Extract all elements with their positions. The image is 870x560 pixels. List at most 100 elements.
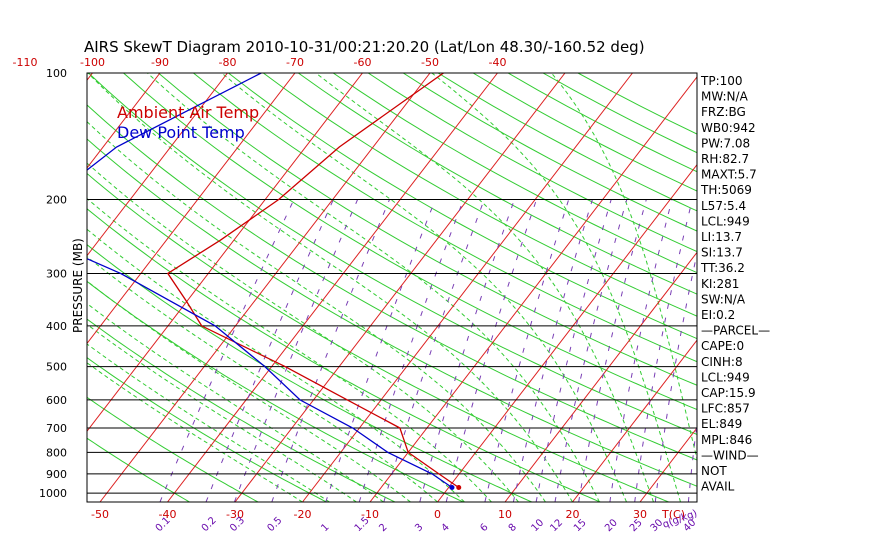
isotherm [504, 251, 697, 502]
top-temp-tick-label: -80 [219, 56, 237, 69]
dry-adiabat [367, 73, 697, 253]
mixing-ratio-label: 0.5 [265, 515, 284, 534]
moist-adiabat [147, 73, 600, 502]
dry-adiabat [87, 104, 697, 461]
isotherm [775, 73, 870, 502]
pressure-tick-label: 800 [46, 446, 67, 459]
top-temp-tick-label: -90 [151, 56, 169, 69]
stability-index: RH:82.7 [701, 152, 749, 166]
stability-index: TP:100 [700, 74, 743, 88]
isotherm [87, 73, 161, 169]
dry-adiabat [193, 73, 697, 363]
mixing-ratio-line [484, 199, 570, 502]
isotherm [302, 73, 633, 502]
stability-index: SI:13.7 [701, 246, 743, 260]
stability-index: PW:7.08 [701, 136, 750, 150]
stability-index: —WIND— [701, 448, 759, 462]
stability-index: FRZ:BG [701, 105, 746, 119]
legend-air-temp: Ambient Air Temp [117, 103, 259, 122]
moist-adiabat [315, 73, 654, 502]
stability-index: KI:281 [701, 277, 739, 291]
isotherm [639, 427, 697, 502]
stability-index: EI:0.2 [701, 308, 735, 322]
dew-point-surface-point [449, 485, 455, 491]
bottom-temp-unit: T(C) [661, 508, 685, 521]
mixing-ratio-label: 6 [478, 522, 490, 534]
mixing-ratio-line [159, 199, 295, 502]
mixing-ratio-label: 12 [548, 517, 565, 534]
top-temp-tick-label: -50 [421, 56, 439, 69]
top-temp-tick-label: -60 [354, 56, 372, 69]
mixing-ratio-label: 20 [603, 517, 620, 534]
pressure-tick-label: 400 [46, 320, 67, 333]
dry-adiabat [298, 73, 697, 295]
mixing-ratio-line [325, 199, 436, 502]
mixing-ratio-line [271, 199, 390, 502]
bottom-temp-tick-label: -50 [91, 508, 109, 521]
stability-index: CINH:8 [701, 355, 743, 369]
pressure-tick-label: 1000 [39, 487, 67, 500]
dry-adiabat [88, 73, 697, 435]
isotherm [437, 163, 697, 502]
moist-adiabat [87, 197, 492, 502]
pressure-tick-label: 100 [46, 67, 67, 80]
dry-adiabat [263, 73, 697, 317]
moist-adiabat [87, 302, 384, 502]
mixing-ratio-label: 3 [413, 522, 425, 534]
stability-index: AVAIL [701, 480, 735, 494]
dry-adiabat [228, 73, 697, 340]
mixing-ratio-label: 4 [440, 522, 452, 534]
mixing-ratio-line [205, 199, 334, 502]
pressure-tick-label: 300 [46, 267, 67, 280]
top-temp-tick-label: -70 [286, 56, 304, 69]
stability-index: MAXT:5.7 [701, 168, 757, 182]
stability-index: LCL:949 [701, 214, 750, 228]
bottom-temp-tick-label: -20 [294, 508, 312, 521]
dry-adiabat [332, 73, 697, 274]
moist-adiabat [87, 73, 573, 502]
isotherm [87, 73, 228, 257]
bottom-temp-tick-label: 10 [498, 508, 512, 521]
mixing-ratio-line [419, 199, 515, 502]
dry-adiabat [87, 172, 669, 502]
pressure-tick-label: 600 [46, 394, 67, 407]
mixing-ratio-label: 10 [529, 517, 546, 534]
mixing-ratio-line [512, 199, 593, 502]
stability-index: LCL:949 [701, 370, 750, 384]
moist-adiabat [87, 255, 438, 502]
dry-adiabat [87, 396, 259, 502]
plot-frame [86, 72, 698, 503]
stability-index: —PARCEL— [701, 324, 770, 338]
top-temp-tick-label: -110 [13, 56, 38, 69]
isotherm [572, 339, 697, 502]
bottom-temp-tick-label: -10 [361, 508, 379, 521]
stability-index: EL:849 [701, 417, 742, 431]
moist-adiabat [87, 280, 411, 502]
stability-index: CAP:15.9 [701, 386, 756, 400]
mixing-ratio-label: 2 [377, 522, 389, 534]
mixing-ratio-line [535, 199, 612, 502]
dry-adiabat [87, 244, 532, 502]
pressure-tick-label: 900 [46, 468, 67, 481]
isotherm [167, 73, 498, 502]
dry-adiabat [472, 73, 697, 192]
isotherm [234, 73, 566, 502]
air-temp-line [166, 73, 460, 489]
mixing-ratio-line [383, 199, 485, 502]
bottom-temp-tick-label: 30 [633, 508, 647, 521]
stability-index: LI:13.7 [701, 230, 742, 244]
dry-adiabat [402, 73, 697, 232]
moist-adiabat [431, 73, 681, 502]
mixing-ratio-label: 0.2 [200, 515, 219, 534]
bottom-temp-tick-label: -30 [226, 508, 244, 521]
pressure-tick-label: 700 [46, 422, 67, 435]
mixing-ratio-line [445, 199, 537, 502]
dry-adiabat [87, 437, 190, 502]
dew-point-line [87, 73, 453, 489]
isotherm [87, 73, 296, 345]
moist-adiabat [87, 362, 303, 502]
stability-index: LFC:857 [701, 402, 750, 416]
mixing-ratio-label: 8 [507, 522, 519, 534]
stability-index: WB0:942 [701, 121, 756, 135]
moist-adiabat [87, 343, 330, 502]
